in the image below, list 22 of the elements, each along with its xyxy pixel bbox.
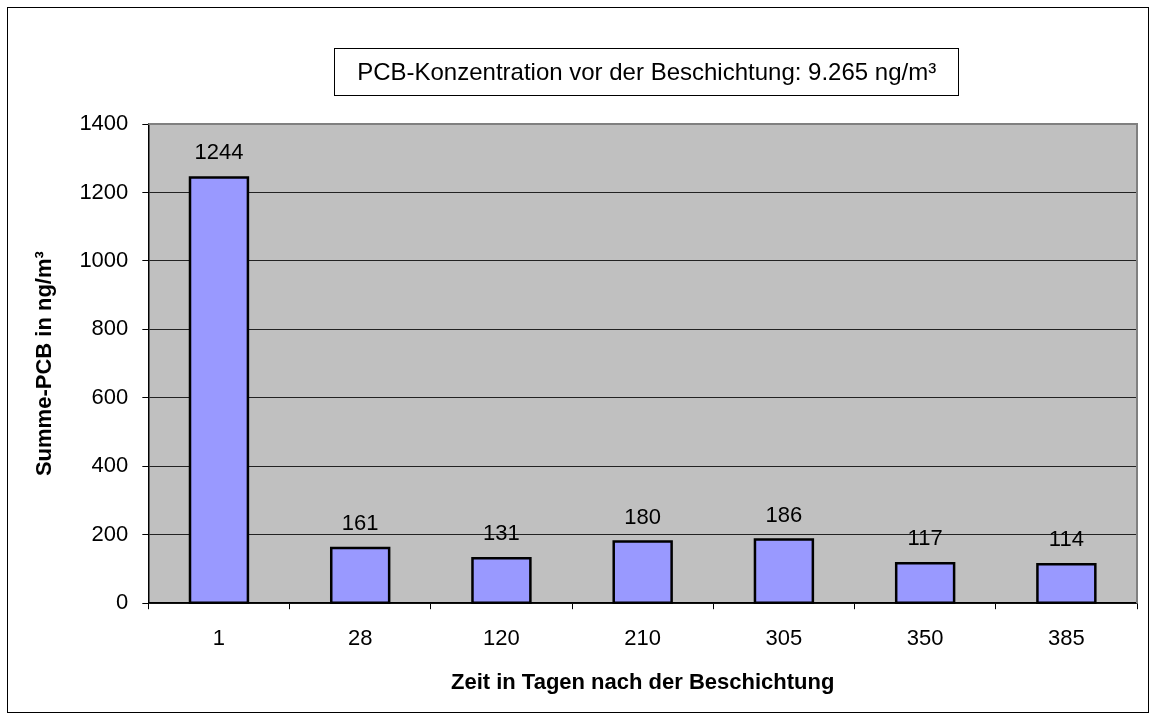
data-label: 1244 xyxy=(194,139,244,165)
x-tick-label: 305 xyxy=(765,625,803,651)
y-tick-label: 1400 xyxy=(79,110,129,136)
y-tick-label: 400 xyxy=(91,452,129,478)
data-label: 180 xyxy=(624,503,662,529)
x-tick-label: 1 xyxy=(212,625,226,651)
y-tick-label: 200 xyxy=(91,520,129,546)
text: PCB-Konzentration vor der Beschichtung: 9.265 ng/m³ xyxy=(334,48,960,96)
x-tick-label: 28 xyxy=(347,625,373,651)
y-tick-label: 800 xyxy=(91,315,129,341)
x-axis-title: Zeit in Tagen nach der Beschichtung xyxy=(450,668,835,694)
y-tick-label: 1200 xyxy=(79,178,129,204)
y-tick-label: 600 xyxy=(91,383,129,409)
y-tick-label: 1000 xyxy=(79,246,129,272)
x-tick-label: 210 xyxy=(624,625,662,651)
x-tick-label: 120 xyxy=(483,625,520,651)
x-tick-label: 350 xyxy=(906,625,944,651)
y-axis-title: Summe-PCB in ng/m³ xyxy=(31,251,57,477)
data-label: 186 xyxy=(765,501,803,527)
x-tick-label: 385 xyxy=(1048,625,1085,651)
y-tick-label: 0 xyxy=(116,589,129,615)
data-label: 161 xyxy=(341,510,379,536)
